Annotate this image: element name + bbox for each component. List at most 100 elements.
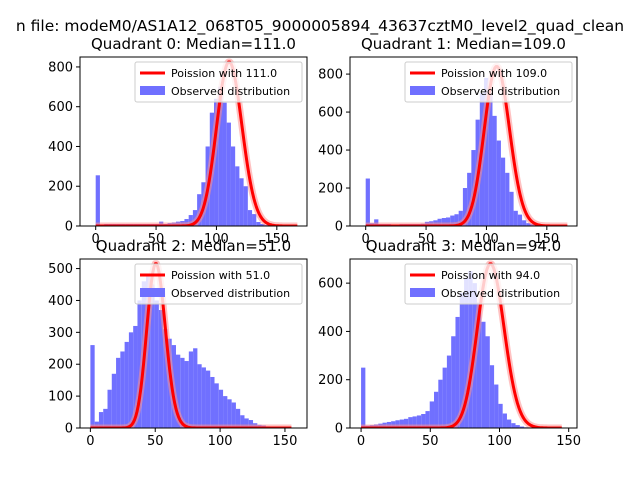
histogram-bar — [446, 355, 452, 428]
axes-frame — [79, 56, 308, 227]
legend-entry-observed: Observed distribution — [171, 85, 290, 98]
histogram-bar — [230, 146, 236, 226]
histogram-bar — [223, 396, 228, 428]
histogram-bar — [260, 224, 265, 226]
x-tick-label: 150 — [556, 434, 581, 449]
legend-box — [134, 263, 303, 305]
histogram-bar — [201, 367, 206, 428]
histogram-bar — [399, 419, 404, 428]
y-tick-label: 400 — [48, 294, 73, 309]
histogram-bar — [511, 423, 516, 428]
histogram-bar — [454, 214, 459, 226]
histogram-bar — [505, 172, 510, 226]
y-tick-label: 400 — [318, 144, 343, 159]
plot-area — [93, 58, 300, 226]
y-tick-label: 0 — [335, 220, 343, 235]
histogram-bar — [451, 336, 456, 428]
histogram-bar — [95, 175, 100, 226]
subplot-title: Quadrant 0: Median=111.0 — [91, 35, 296, 53]
x-tick-label: 50 — [147, 434, 164, 449]
histogram-bar — [506, 419, 512, 428]
x-tick-label: 150 — [264, 232, 289, 247]
legend-entry-observed: Observed distribution — [171, 287, 290, 300]
histogram-bar — [496, 140, 501, 226]
legend-box — [134, 61, 303, 103]
histogram-bar — [498, 403, 503, 428]
histogram-bar — [455, 316, 460, 428]
x-tick-label: 100 — [487, 434, 512, 449]
histogram-bar — [492, 115, 497, 226]
histogram-bar — [116, 357, 121, 428]
histogram-bar — [235, 166, 240, 226]
poisson-curve — [360, 262, 562, 428]
x-tick-label: 0 — [86, 434, 94, 449]
histogram-bar — [124, 341, 129, 428]
histogram-bar — [180, 357, 185, 428]
histogram-bar — [425, 411, 430, 428]
x-tick-label: 50 — [418, 232, 435, 247]
histogram-bar — [175, 354, 181, 428]
legend: Poission with 94.0 Observed distribution — [404, 263, 573, 305]
histogram-bar — [450, 215, 455, 226]
histogram-bar — [408, 417, 413, 428]
y-tick-label: 800 — [48, 60, 73, 75]
histogram-bar — [437, 218, 442, 226]
subplot-1: 0 50 100 150 0 200 400 600 800 Quadrant 1: Median… — [318, 35, 578, 247]
histogram-bar — [163, 329, 168, 428]
histogram-bar — [98, 412, 104, 428]
y-tick-label: 600 — [48, 100, 73, 115]
legend-bar-swatch — [410, 288, 435, 297]
x-tick-label: 0 — [92, 232, 100, 247]
histogram-bar — [210, 376, 215, 428]
histogram-bar — [429, 401, 435, 428]
subplot-0: 0 50 100 150 0 200 400 600 800 Quadrant 0: Median… — [48, 35, 308, 247]
histogram-bar — [193, 348, 198, 428]
y-tick-label: 300 — [48, 326, 73, 341]
histogram-bar — [488, 93, 493, 226]
histogram-bar — [154, 300, 159, 428]
histogram-bar — [421, 414, 426, 428]
histogram-bar — [515, 425, 520, 428]
legend: Poission with 111.0 Observed distribution — [134, 61, 303, 103]
histogram-bar — [222, 102, 227, 226]
histogram-bar — [485, 336, 490, 428]
histogram-bar — [205, 370, 211, 428]
legend-entry-poisson: Poission with 109.0 — [441, 67, 547, 80]
histogram-bar — [464, 278, 469, 428]
x-tick-label: 150 — [534, 232, 559, 247]
subplot-2: 0 50 100 150 0 100 200 300 400 500 Quadrant 2: Med… — [48, 237, 308, 449]
histogram-bar — [467, 172, 472, 226]
x-tick-label: 50 — [422, 434, 439, 449]
axes-frame — [349, 258, 578, 429]
histogram-bar — [441, 218, 446, 226]
legend: Poission with 109.0 Observed distribution — [404, 61, 573, 103]
histogram-bar — [517, 214, 523, 226]
histogram-bar — [150, 284, 155, 428]
histogram-bar — [239, 178, 244, 226]
y-tick-label: 200 — [318, 373, 343, 388]
subplot-title: Quadrant 1: Median=109.0 — [361, 35, 566, 53]
histogram-bar — [197, 364, 202, 428]
histogram-bar — [522, 220, 527, 226]
legend-bar-swatch — [140, 86, 165, 95]
legend-bar-swatch — [410, 86, 435, 95]
histogram-bar — [458, 210, 463, 226]
histogram-bar — [214, 98, 219, 226]
histogram-bar — [128, 332, 134, 428]
histogram-bar — [218, 86, 223, 226]
histogram-bar — [403, 418, 409, 428]
histogram-bar — [247, 210, 253, 226]
y-tick-label: 400 — [48, 140, 73, 155]
histogram-bar — [489, 365, 495, 428]
histogram-bar — [442, 367, 447, 428]
histogram-bar — [218, 389, 224, 428]
histogram-bar — [107, 389, 112, 428]
y-tick-label: 0 — [65, 220, 73, 235]
subplot-title: Quadrant 2: Median=51.0 — [96, 237, 291, 255]
histogram-bar — [90, 345, 95, 428]
legend-box — [404, 61, 573, 103]
histogram-bar — [227, 399, 232, 428]
histogram-bar — [513, 210, 518, 226]
legend-entry-poisson: Poission with 51.0 — [171, 269, 270, 282]
